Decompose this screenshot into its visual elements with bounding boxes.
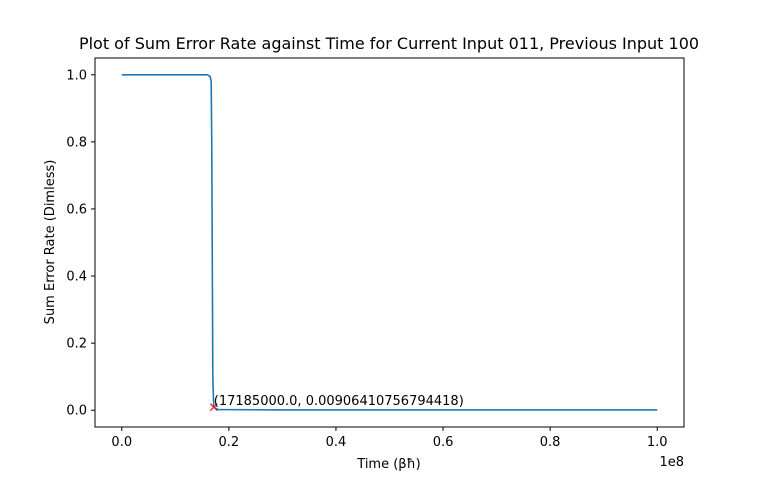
y-tick-label: 0.2 — [66, 337, 87, 352]
minimum-point-marker — [209, 403, 218, 412]
plot-area — [121, 73, 658, 412]
x-axis-label: Time (βħ) — [356, 457, 420, 472]
chart-title: Plot of Sum Error Rate against Time for … — [79, 34, 699, 53]
x-offset-label: 1e8 — [659, 455, 684, 470]
marker-stroke — [209, 403, 218, 412]
y-tick-label: 0.4 — [66, 270, 87, 285]
x-tick-label: 0.4 — [326, 435, 347, 450]
x-tick-label: 0.8 — [540, 435, 561, 450]
x-tick-label: 0.0 — [111, 435, 132, 450]
series-line — [121, 73, 658, 411]
axes-frame — [94, 57, 685, 428]
y-tick-label: 0.0 — [66, 404, 87, 419]
point-annotation: (17185000.0, 0.00906410756794418) — [214, 394, 464, 409]
y-tick-label: 0.8 — [66, 135, 87, 150]
x-tick-label: 0.6 — [433, 435, 454, 450]
x-tick-label: 0.2 — [219, 435, 240, 450]
y-axis-label: Sum Error Rate (Dimless) — [43, 160, 58, 325]
y-tick-label: 0.6 — [66, 202, 87, 217]
x-tick-label: 1.0 — [647, 435, 668, 450]
y-tick-label: 1.0 — [66, 68, 87, 83]
